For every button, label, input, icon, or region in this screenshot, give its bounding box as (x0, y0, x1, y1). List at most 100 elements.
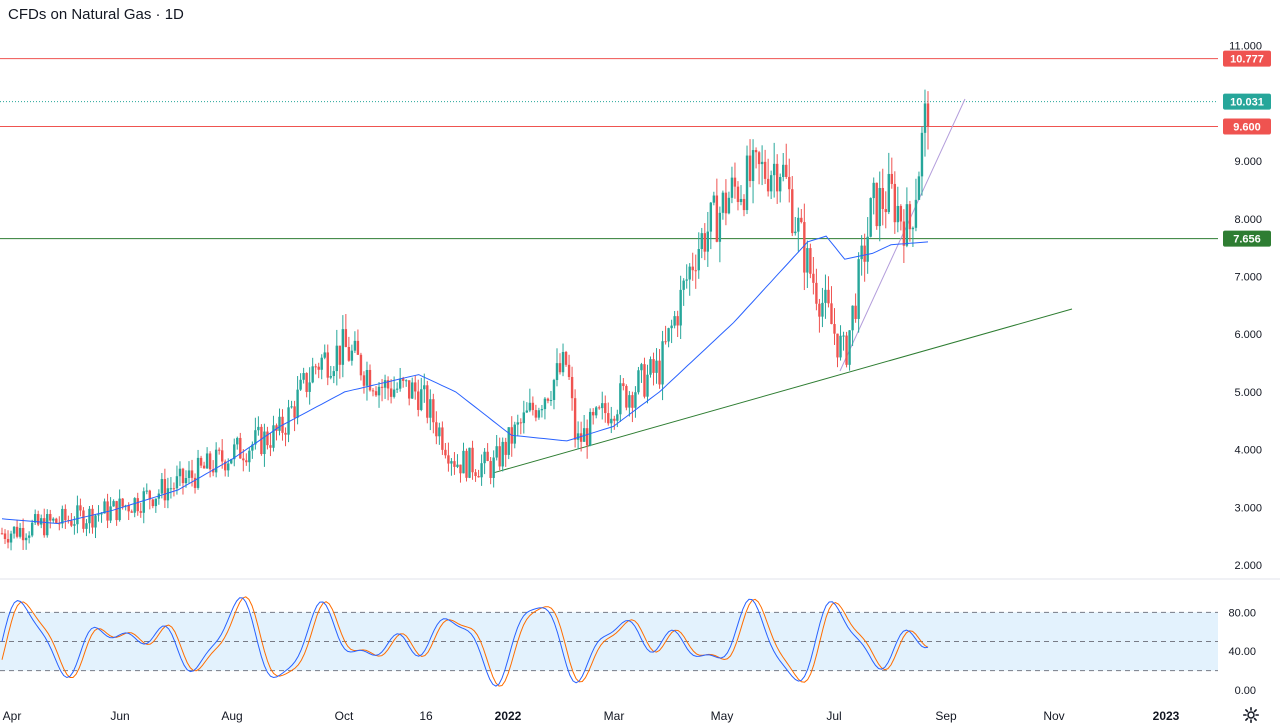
candle-body (374, 391, 378, 396)
candle-body (519, 422, 523, 424)
candle-body (347, 346, 351, 361)
chart-title: CFDs on Natural Gas · 1D (8, 6, 184, 23)
candle-body (12, 526, 16, 534)
x-tick-label-11: 2023 (1153, 709, 1180, 723)
candle-body (43, 518, 46, 536)
stochastic-panel[interactable] (0, 596, 1218, 687)
candle-body (130, 511, 133, 513)
candle-body (785, 164, 788, 177)
gear-icon[interactable] (1243, 707, 1259, 723)
candle-body (377, 386, 381, 396)
candle-body (845, 335, 848, 365)
x-tick-label-9: Sep (935, 709, 957, 723)
candle-body (181, 468, 185, 484)
candle-body (417, 391, 420, 410)
candle-body (582, 428, 586, 442)
candle-body (257, 426, 260, 431)
candle-body (555, 363, 559, 381)
candle-body (450, 461, 453, 464)
candle-body (335, 345, 339, 372)
candle-body (875, 182, 878, 227)
candle-body (763, 161, 767, 179)
price-panel[interactable] (0, 58, 1218, 551)
candle-body (857, 259, 860, 319)
candle-body (739, 198, 743, 203)
candle-body (359, 354, 363, 376)
candle-body (839, 335, 842, 358)
candle-body (887, 173, 890, 213)
candle-body (308, 382, 311, 392)
y-tick-label-5: 7.000 (1234, 272, 1262, 284)
candle-body (314, 366, 317, 368)
candle-body (356, 340, 360, 355)
candle-body (715, 195, 719, 242)
candle-body (411, 382, 414, 399)
candle-body (782, 164, 785, 178)
candle-body (531, 402, 535, 411)
candle-body (398, 378, 402, 389)
candle-body (794, 231, 797, 234)
candle-body (700, 233, 703, 250)
candle-body (824, 289, 827, 303)
candle-body (766, 178, 770, 192)
candle-body (507, 427, 510, 455)
candle-body (492, 457, 495, 478)
x-tick-label-6: Mar (604, 709, 625, 723)
candle-body (604, 403, 607, 414)
candle-body (211, 469, 215, 473)
candle-body (178, 468, 182, 477)
level-badge-3 (1223, 230, 1271, 247)
candle-body (121, 498, 124, 507)
candle-body (236, 437, 239, 445)
candle-body (145, 490, 148, 492)
axes: 2.000 3.000 4.000 5.000 6.000 7.000 8.000 9.000… (0, 41, 1280, 723)
candle-body (890, 173, 894, 184)
y-tick-label-3: 5.000 (1234, 387, 1262, 399)
candle-body (619, 383, 622, 415)
level-badge-label-0: 10.777 (1230, 54, 1264, 66)
candle-body (546, 398, 550, 401)
y-tick-label-1: 3.000 (1234, 502, 1262, 514)
candle-body (709, 202, 713, 232)
candle-body (489, 460, 492, 478)
candle-body (305, 373, 308, 392)
candle-body (97, 514, 100, 516)
candle-body (676, 316, 679, 326)
candle-body (616, 414, 619, 421)
candle-body (561, 351, 565, 373)
y-tick-label-8: 11.000 (1229, 41, 1262, 53)
x-tick-label-1: Jun (110, 709, 129, 723)
candle-body (821, 302, 824, 317)
candle-body (866, 236, 869, 262)
candle-body (655, 360, 658, 373)
candle-body (205, 453, 209, 469)
candle-body (528, 402, 532, 411)
level-badge-2 (1223, 118, 1271, 135)
candle-body (217, 449, 221, 451)
candle-body (815, 282, 818, 304)
candle-body (742, 198, 746, 211)
candle-body (55, 518, 58, 524)
candle-body (842, 335, 845, 337)
candle-body (118, 498, 121, 521)
candle-body (0, 533, 4, 535)
candle-body (661, 341, 664, 385)
candle-body (395, 388, 399, 390)
candle-body (727, 197, 731, 214)
level-badge-0 (1223, 50, 1271, 67)
candle-body (263, 431, 266, 455)
candle-body (362, 375, 366, 386)
candle-body (564, 351, 568, 365)
candle-body (914, 199, 918, 228)
candle-body (851, 305, 854, 331)
candle-body (682, 280, 685, 290)
candle-body (628, 395, 631, 408)
candle-body (444, 449, 447, 456)
candle-body (368, 369, 372, 391)
candle-body (326, 352, 329, 378)
candle-body (142, 491, 145, 513)
candle-body (718, 212, 722, 242)
candle-body (353, 340, 357, 351)
candle-body (33, 514, 37, 523)
